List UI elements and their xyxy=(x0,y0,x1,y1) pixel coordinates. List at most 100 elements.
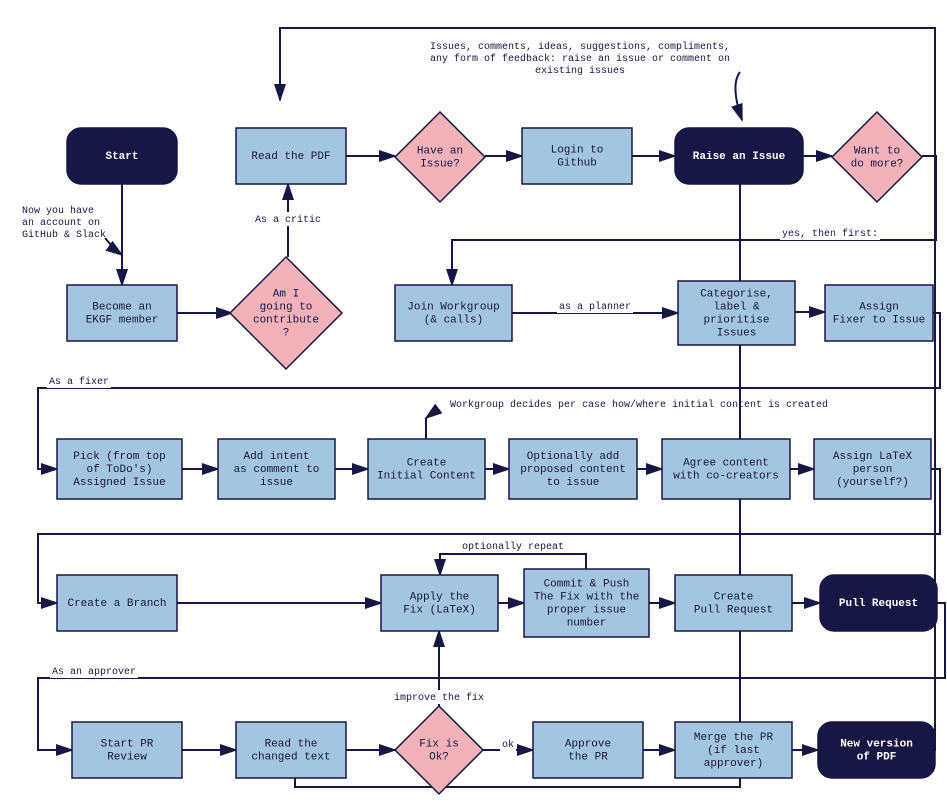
node-pick: Pick (from topof ToDo's)Assigned Issue xyxy=(57,439,182,499)
node-create_initial: CreateInitial Content xyxy=(368,439,485,499)
node-joinwork: Join Workgroup(& calls) xyxy=(395,285,512,341)
node-optionally: Optionally addproposed contentto issue xyxy=(509,439,637,499)
node-text: Approve xyxy=(565,738,611,750)
node-text: Read the xyxy=(265,738,318,750)
node-text: Review xyxy=(107,751,147,763)
node-text: Ok? xyxy=(429,751,449,763)
node-text: Become an xyxy=(92,301,151,313)
node-text: Create xyxy=(407,457,447,469)
annotation-text: Issues, comments, ideas, suggestions, co… xyxy=(430,41,730,53)
node-text: Fixer to Issue xyxy=(833,314,925,326)
edge-label: optionally repeat xyxy=(462,541,564,553)
node-text: contribute xyxy=(253,314,319,326)
node-text: issue xyxy=(260,477,293,489)
node-text: Merge the PR xyxy=(694,732,774,744)
node-text: Assigned Issue xyxy=(73,477,165,489)
node-text: the PR xyxy=(568,751,608,763)
node-text: Have an xyxy=(417,145,463,157)
node-text: number xyxy=(567,617,607,629)
node-text: (& calls) xyxy=(424,314,483,326)
node-text: Login to xyxy=(551,144,604,156)
node-text: Fix (LaTeX) xyxy=(403,604,476,616)
node-text: Assign xyxy=(859,301,899,313)
node-text: Initial Content xyxy=(377,470,476,482)
node-mergepr: Merge the PR(if lastapprover) xyxy=(675,722,792,778)
node-applyfix: Apply theFix (LaTeX) xyxy=(381,575,498,631)
node-agree: Agree contentwith co-creators xyxy=(662,439,790,499)
node-text: label & xyxy=(713,301,760,313)
node-text: with co-creators xyxy=(673,470,779,482)
node-text: Assign LaTeX xyxy=(833,451,913,463)
edge-label: as a planner xyxy=(559,301,631,313)
edge-label: yes, then first: xyxy=(782,228,878,240)
node-text: Create xyxy=(714,591,754,603)
node-text: The Fix with the xyxy=(534,591,640,603)
node-text: Read the PDF xyxy=(251,151,330,163)
node-raiseissue: Raise an Issue xyxy=(675,128,803,184)
node-newversion: New versionof PDF xyxy=(818,722,935,778)
node-text: Am I xyxy=(273,288,299,300)
node-text: Categorise, xyxy=(700,288,773,300)
node-text: Join Workgroup xyxy=(407,301,499,313)
node-startpr: Start PRReview xyxy=(72,722,182,778)
node-start: Start xyxy=(67,128,177,184)
node-text: Issue? xyxy=(420,158,460,170)
node-text: going to xyxy=(260,301,313,313)
node-text: proposed content xyxy=(520,464,626,476)
node-createpr: CreatePull Request xyxy=(675,575,792,631)
node-text: as comment to xyxy=(234,464,320,476)
node-assignfixer: AssignFixer to Issue xyxy=(825,285,933,341)
node-text: Fix is xyxy=(419,738,459,750)
node-become: Become anEKGF member xyxy=(67,285,177,341)
node-text: proper issue xyxy=(547,604,626,616)
node-readpdf: Read the PDF xyxy=(236,128,346,184)
node-text: Commit & Push xyxy=(544,578,630,590)
node-text: of ToDo's) xyxy=(86,464,152,476)
edge-label: As a critic xyxy=(255,214,321,226)
node-text: Pull Request xyxy=(839,598,918,610)
node-text: approver) xyxy=(704,758,763,770)
node-text: Raise an Issue xyxy=(693,151,786,163)
node-text: of PDF xyxy=(857,751,897,763)
annotation-text: any form of feedback: raise an issue or … xyxy=(430,53,730,65)
node-text: Agree content xyxy=(683,457,769,469)
node-addintent: Add intentas comment toissue xyxy=(218,439,335,499)
node-text: Want to xyxy=(854,145,900,157)
node-commitpush: Commit & PushThe Fix with theproper issu… xyxy=(524,569,649,637)
node-text: to issue xyxy=(547,477,600,489)
node-text: New version xyxy=(840,738,913,750)
edge-label: improve the fix xyxy=(394,692,484,704)
node-text: Start xyxy=(105,151,138,163)
node-assignlatex: Assign LaTeXperson(yourself?) xyxy=(814,439,931,499)
node-approvepr: Approvethe PR xyxy=(533,722,643,778)
node-text: Github xyxy=(557,157,597,169)
node-text: Pull Request xyxy=(694,604,773,616)
node-categorise: Categorise,label &prioritiseIssues xyxy=(678,281,795,345)
node-text: Create a Branch xyxy=(67,598,166,610)
node-text: do more? xyxy=(851,158,904,170)
node-text: (yourself?) xyxy=(836,477,909,489)
node-text: Optionally add xyxy=(527,451,619,463)
edge-label: ok xyxy=(502,739,514,751)
node-text: Start PR xyxy=(101,738,154,750)
annotation-text: Now you have xyxy=(22,205,94,217)
node-text: Pick (from top xyxy=(73,451,165,463)
edge-label: As an approver xyxy=(52,667,136,678)
annotation-text: Workgroup decides per case how/where ini… xyxy=(450,399,828,411)
node-text: ? xyxy=(283,327,290,339)
node-pullrequest: Pull Request xyxy=(820,575,937,631)
edge-label: As a fixer xyxy=(49,376,109,388)
node-text: Issues xyxy=(717,327,757,339)
annotation-text: GitHub & Slack xyxy=(22,229,106,241)
node-createbranch: Create a Branch xyxy=(57,575,177,631)
node-text: changed text xyxy=(251,751,330,763)
node-text: Apply the xyxy=(410,591,469,603)
annotation-text: an account on xyxy=(22,218,100,229)
node-text: EKGF member xyxy=(86,314,159,326)
flowchart-diagram: StartRead the PDFHave anIssue?Login toGi… xyxy=(0,0,947,811)
node-text: Add intent xyxy=(243,451,309,463)
node-text: person xyxy=(853,464,893,476)
node-login: Login toGithub xyxy=(522,128,632,184)
node-text: (if last xyxy=(707,745,760,757)
annotation-text: existing issues xyxy=(535,65,625,77)
